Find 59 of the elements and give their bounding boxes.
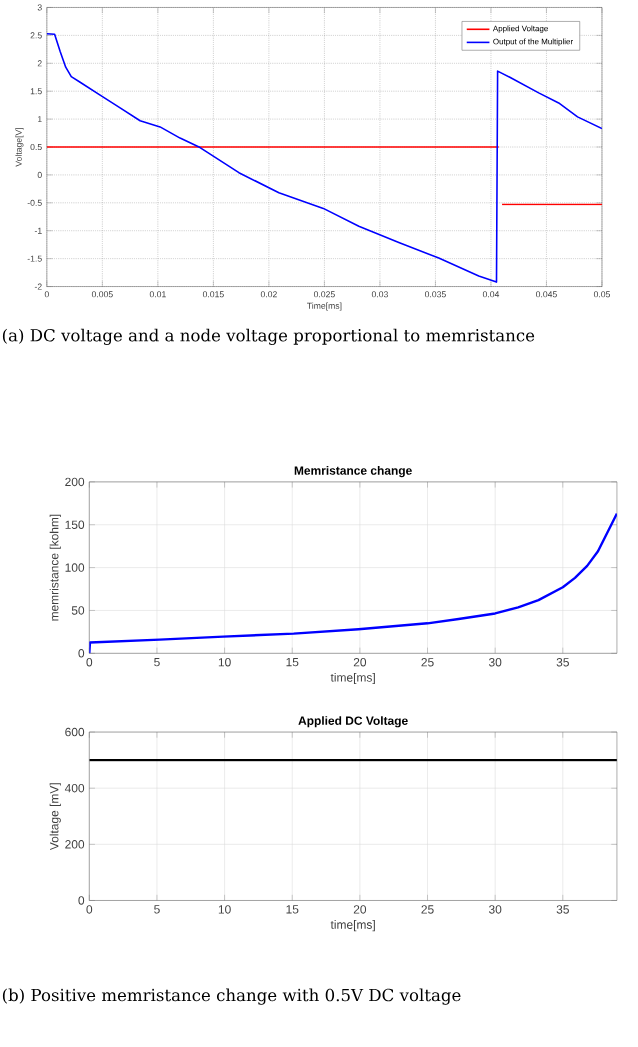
y-tick-label: 150 <box>65 520 85 529</box>
x-tick-label: 20 <box>353 905 367 914</box>
x-tick-label: 20 <box>353 658 367 667</box>
line-series <box>46 32 603 283</box>
x-axis-title: Time[ms] <box>307 302 342 311</box>
x-tick-label: 30 <box>489 905 502 914</box>
chart-title: Applied DC Voltage <box>298 716 408 728</box>
x-tick-label: 5 <box>154 658 160 667</box>
x-tick-label: 0.045 <box>536 291 557 298</box>
y-tick-label: -1.5 <box>27 255 42 262</box>
x-tick-label: 10 <box>218 658 231 667</box>
x-axis-title: time[ms] <box>330 920 375 932</box>
x-tick-label: 0 <box>86 905 93 914</box>
x-tick-label: 0.03 <box>371 291 389 298</box>
x-tick-label: 0 <box>44 291 49 298</box>
x-tick-label: 0.035 <box>425 291 446 298</box>
x-tick-label: 0.025 <box>314 291 335 298</box>
y-tick-label: -1 <box>34 227 42 234</box>
y-tick-label: 200 <box>65 477 85 487</box>
text: (b) Positive memristance change with 0.5V DC voltage <box>2 988 461 1005</box>
y-tick-label: 0 <box>78 649 85 658</box>
x-tick-label: 15 <box>286 658 299 667</box>
x-tick-label: 5 <box>154 905 160 914</box>
y-tick-label: 1.5 <box>30 88 42 95</box>
y-tick-label: 100 <box>65 563 85 572</box>
x-tick-label: 0.04 <box>482 291 500 298</box>
y-axis-title: memristance [kohm] <box>49 514 61 621</box>
y-axis-title: Voltage[V] <box>15 127 24 167</box>
y-tick-label: 0 <box>37 171 42 178</box>
x-tick-label: 35 <box>556 905 570 914</box>
y-tick-label: 2 <box>37 60 42 67</box>
x-tick-label: 25 <box>421 658 434 667</box>
y-tick-label: 2.5 <box>30 32 42 39</box>
x-tick-label: 35 <box>556 658 570 667</box>
line-series <box>89 512 617 654</box>
y-axis-title: Voltage [mV] <box>49 783 61 851</box>
y-tick-label: 0 <box>78 896 85 905</box>
y-tick-label: 400 <box>64 783 85 793</box>
x-tick-label: 25 <box>421 905 434 914</box>
x-tick-label: 10 <box>218 905 231 914</box>
y-tick-label: 3 <box>37 4 42 11</box>
x-tick-label: 0.005 <box>91 291 113 298</box>
x-tick-label: 0 <box>86 658 93 667</box>
y-tick-label: 600 <box>65 727 85 737</box>
x-tick-label: 0.02 <box>260 291 277 298</box>
y-tick-label: 1 <box>38 116 42 123</box>
y-tick-label: -0.5 <box>27 199 42 206</box>
y-tick-label: 50 <box>71 606 85 615</box>
chart-title: Memristance change <box>294 465 412 478</box>
x-tick-label: 0.015 <box>202 291 224 298</box>
text: (a) DC voltage and a node voltage proportional to memristance <box>2 328 535 345</box>
y-tick-label: 0.5 <box>30 143 42 151</box>
y-tick-label: -2 <box>34 283 42 290</box>
x-axis-title: time[ms] <box>330 672 375 685</box>
x-tick-label: 15 <box>286 905 299 914</box>
x-tick-label: 0.01 <box>149 291 166 298</box>
x-tick-label: 0.05 <box>593 291 611 298</box>
y-tick-label: 200 <box>65 840 85 849</box>
x-tick-label: 30 <box>489 658 502 667</box>
